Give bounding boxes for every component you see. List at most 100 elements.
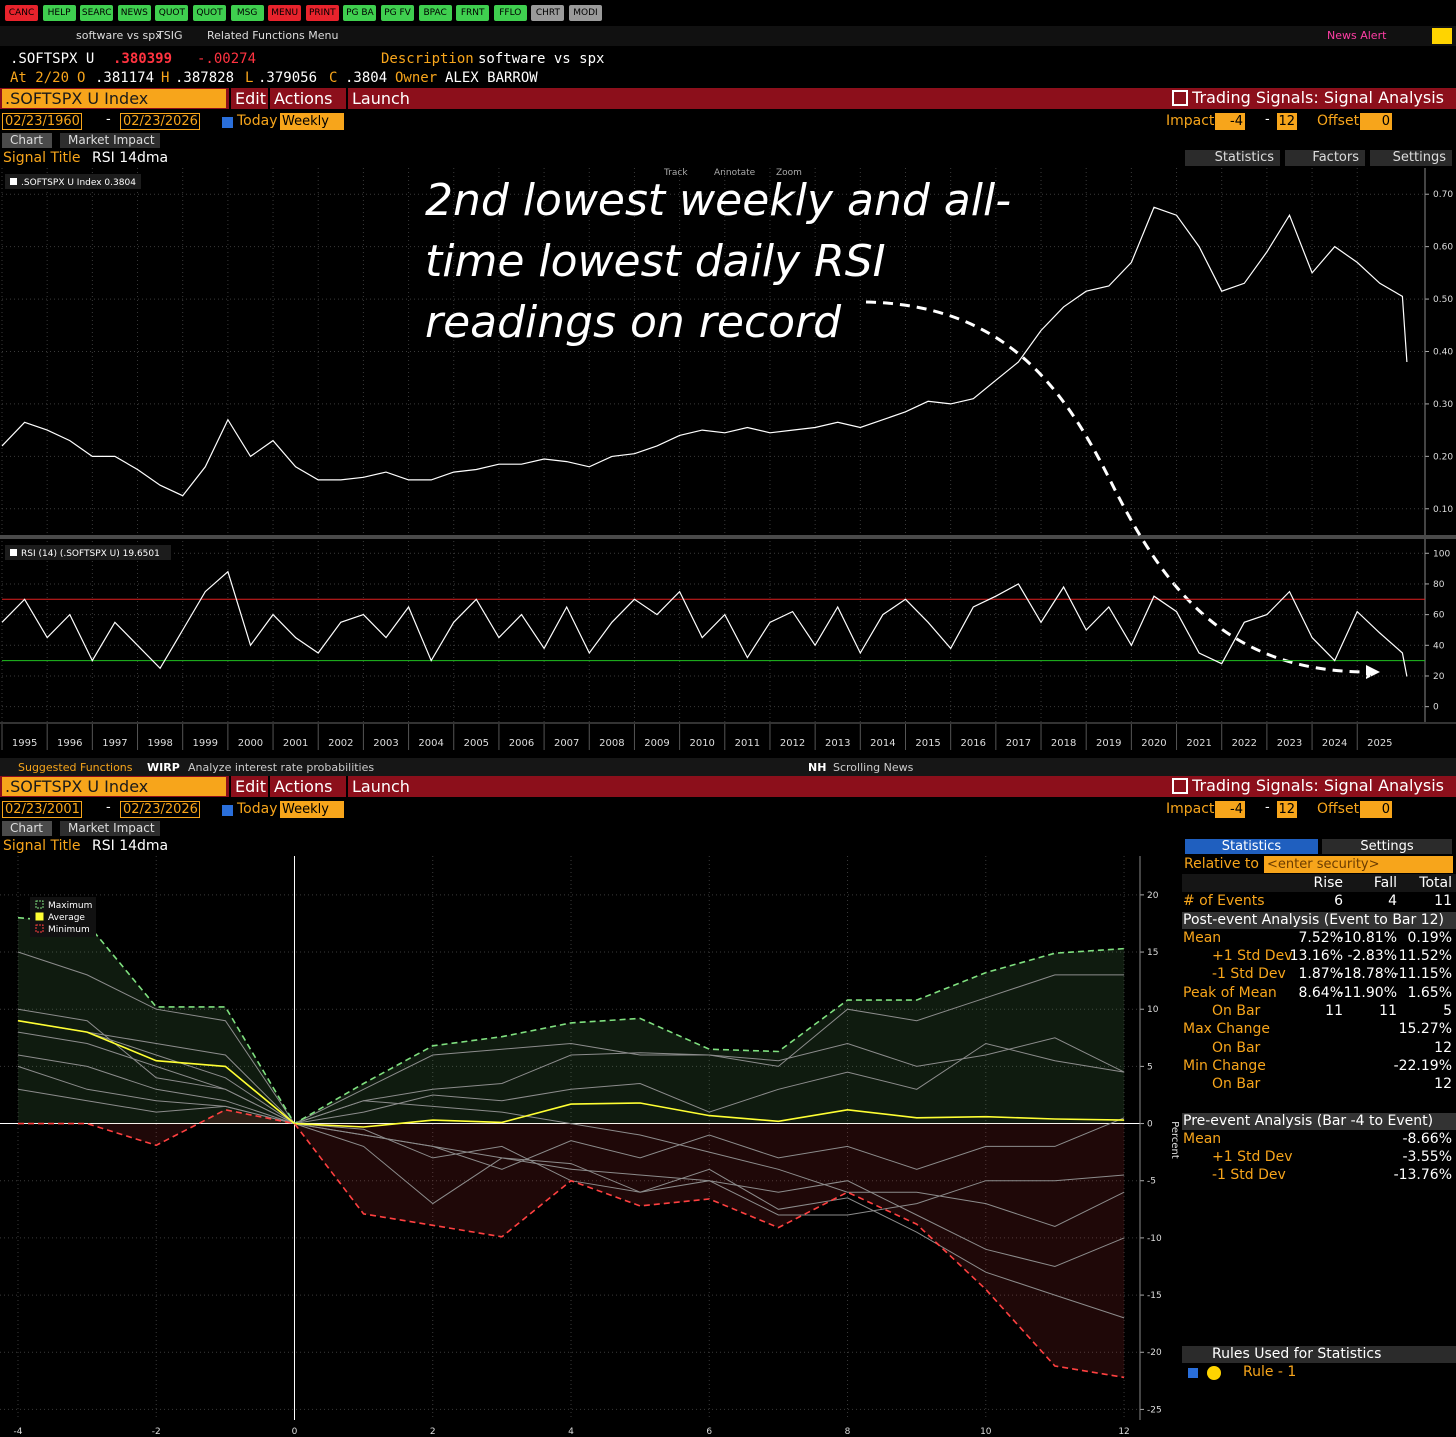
toolbar-button[interactable]: PG FV [381, 5, 414, 21]
legend-bg [5, 174, 141, 189]
row-value: 0.19% [1407, 929, 1452, 946]
checkbox [222, 117, 233, 128]
launch-icon [1172, 778, 1188, 794]
relative-input[interactable]: <enter security> [1264, 856, 1453, 873]
toolbar-button[interactable]: MODI [569, 5, 602, 21]
impact-from[interactable]: -4 [1215, 801, 1245, 818]
toolbar-button[interactable]: HELP [42, 5, 76, 21]
annotation: readings on record [425, 297, 842, 348]
panel-header-bar [0, 88, 1456, 109]
x-tick-label: 2024 [1322, 738, 1347, 749]
y-tick-label: 40 [1433, 641, 1445, 651]
toolbar-button[interactable]: FRNT [456, 5, 490, 21]
side-tab[interactable]: Settings [1370, 150, 1452, 166]
impact-to[interactable]: 12 [1277, 113, 1297, 130]
row-label: Mean [1183, 929, 1222, 946]
date-to[interactable]: 02/23/2026 [120, 113, 200, 130]
offset[interactable]: 0 [1360, 801, 1392, 818]
toolbar-button[interactable]: BPAC [418, 5, 452, 21]
toolbar-button[interactable]: QUOT [193, 5, 226, 21]
menu[interactable]: Edit [229, 88, 268, 109]
event-path [17, 1031, 1125, 1170]
tab[interactable]: Market Impact [60, 133, 160, 148]
chart-tool[interactable]: Annotate [714, 168, 756, 178]
side-tab[interactable]: Statistics [1185, 150, 1280, 166]
tab[interactable]: Chart [2, 133, 52, 148]
menu[interactable]: Edit [229, 776, 268, 797]
toolbar-button[interactable]: QUOT [155, 5, 189, 21]
toolbar-button[interactable]: FFLO [493, 5, 527, 21]
security-dropdown[interactable]: software vs spx [76, 29, 162, 42]
row-value: 11 [1325, 1002, 1343, 1019]
suggested-text[interactable]: Scrolling News [833, 761, 914, 774]
tab[interactable]: Chart [2, 821, 52, 836]
y-tick-label: -15 [1147, 1291, 1162, 1301]
menu[interactable]: Launch [346, 776, 426, 797]
offset[interactable]: 0 [1360, 113, 1392, 130]
news-alert[interactable]: News Alert [1327, 29, 1387, 42]
price-line [1, 206, 1408, 497]
suggested-code[interactable]: NH [808, 761, 827, 774]
security-box[interactable]: .SOFTSPX U Index [2, 89, 226, 108]
toolbar-button[interactable]: NEWS [117, 5, 151, 21]
row-label: Mean [1183, 1130, 1222, 1147]
offset-label: Offset [1317, 801, 1360, 817]
legend-text: Average [48, 913, 85, 923]
date-from[interactable]: 02/23/2001 [2, 801, 82, 818]
toolbar-button[interactable]: CHRT [531, 5, 565, 21]
y-axis-label: Percent [1169, 1121, 1180, 1159]
last-price: .380399 [113, 51, 173, 67]
date-from[interactable]: 02/23/1960 [2, 113, 82, 130]
row-value: 11 [1379, 1002, 1397, 1019]
signal-value: RSI 14dma [92, 838, 169, 854]
chart-tool[interactable]: Track [664, 168, 688, 178]
row-value: 8.64% [1298, 984, 1343, 1001]
tab[interactable]: Market Impact [60, 821, 160, 836]
related-functions[interactable]: Related Functions Menu [207, 29, 339, 42]
series-line [17, 916, 1125, 1125]
y-tick-label: 0.30 [1433, 400, 1453, 410]
row-label: -1 Std Dev [1212, 1167, 1286, 1184]
y-tick-label: 100 [1433, 549, 1450, 559]
column-header: Rise [1313, 875, 1343, 891]
x-tick-label: 0 [292, 1427, 298, 1437]
description: software vs spx [478, 51, 605, 67]
row-value: 1.87% [1298, 966, 1343, 983]
x-tick-label: 2015 [915, 738, 940, 749]
chart-tool[interactable]: Zoom [776, 168, 802, 178]
suggested-text[interactable]: Analyze interest rate probabilities [188, 761, 375, 774]
stats-tab[interactable]: Statistics [1185, 839, 1318, 854]
row-label: Min Change [1183, 1057, 1266, 1074]
impact-from[interactable]: -4 [1215, 113, 1245, 130]
row-value: 11.52% [1398, 948, 1452, 964]
row-label: On Bar [1212, 1076, 1261, 1093]
period-select[interactable]: Weekly [280, 113, 344, 130]
side-tab[interactable]: Factors [1285, 150, 1365, 166]
toolbar-button[interactable]: MENU [268, 5, 302, 21]
menu[interactable]: Actions [268, 88, 346, 109]
toolbar-button[interactable]: PG BA [343, 5, 377, 21]
menu[interactable]: Launch [346, 88, 426, 109]
impact-to[interactable]: 12 [1277, 801, 1297, 818]
toolbar-button[interactable]: PRINT [305, 5, 339, 21]
rule-item[interactable]: Rule - 1 [1243, 1364, 1297, 1380]
nav-bar [0, 26, 1456, 46]
security-box[interactable]: .SOFTSPX U Index [2, 777, 226, 796]
date-to[interactable]: 02/23/2026 [120, 801, 200, 818]
row-value: -18.78% [1338, 966, 1397, 983]
row-value: -11.15% [1393, 966, 1452, 983]
period-select[interactable]: Weekly [280, 801, 344, 818]
menu[interactable]: Actions [268, 776, 346, 797]
toolbar-button[interactable]: SEARC [80, 5, 114, 21]
toolbar-button[interactable]: CANC [5, 5, 38, 21]
y-tick-label: 15 [1147, 948, 1158, 958]
suggested-code[interactable]: WIRP [147, 761, 180, 774]
open-label: O [77, 70, 86, 86]
settings-tab[interactable]: Settings [1322, 839, 1452, 854]
function-dropdown[interactable]: TSIG [157, 29, 183, 42]
column-header: Fall [1373, 875, 1397, 891]
row-value: -10.81% [1338, 929, 1397, 946]
min-area [17, 1109, 1125, 1378]
x-tick-label: 2 [430, 1427, 436, 1437]
toolbar-button[interactable]: MSG [230, 5, 264, 21]
